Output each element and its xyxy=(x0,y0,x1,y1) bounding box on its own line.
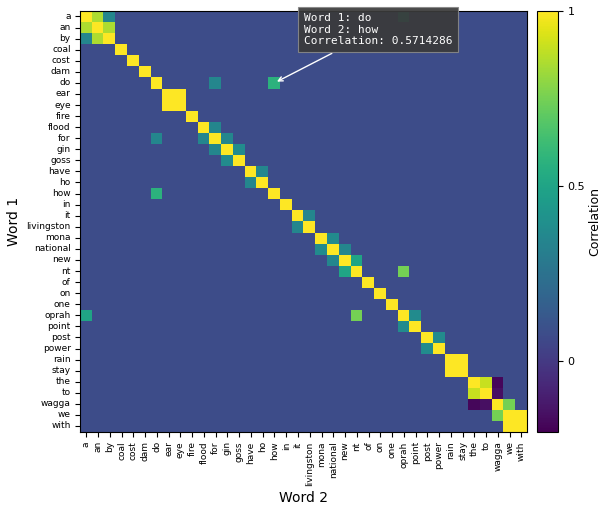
Y-axis label: Word 1: Word 1 xyxy=(7,197,21,246)
Text: Word 1: do
Word 2: how
Correlation: 0.5714286: Word 1: do Word 2: how Correlation: 0.57… xyxy=(279,13,452,81)
X-axis label: Word 2: Word 2 xyxy=(279,491,328,505)
Y-axis label: Correlation: Correlation xyxy=(588,187,601,255)
